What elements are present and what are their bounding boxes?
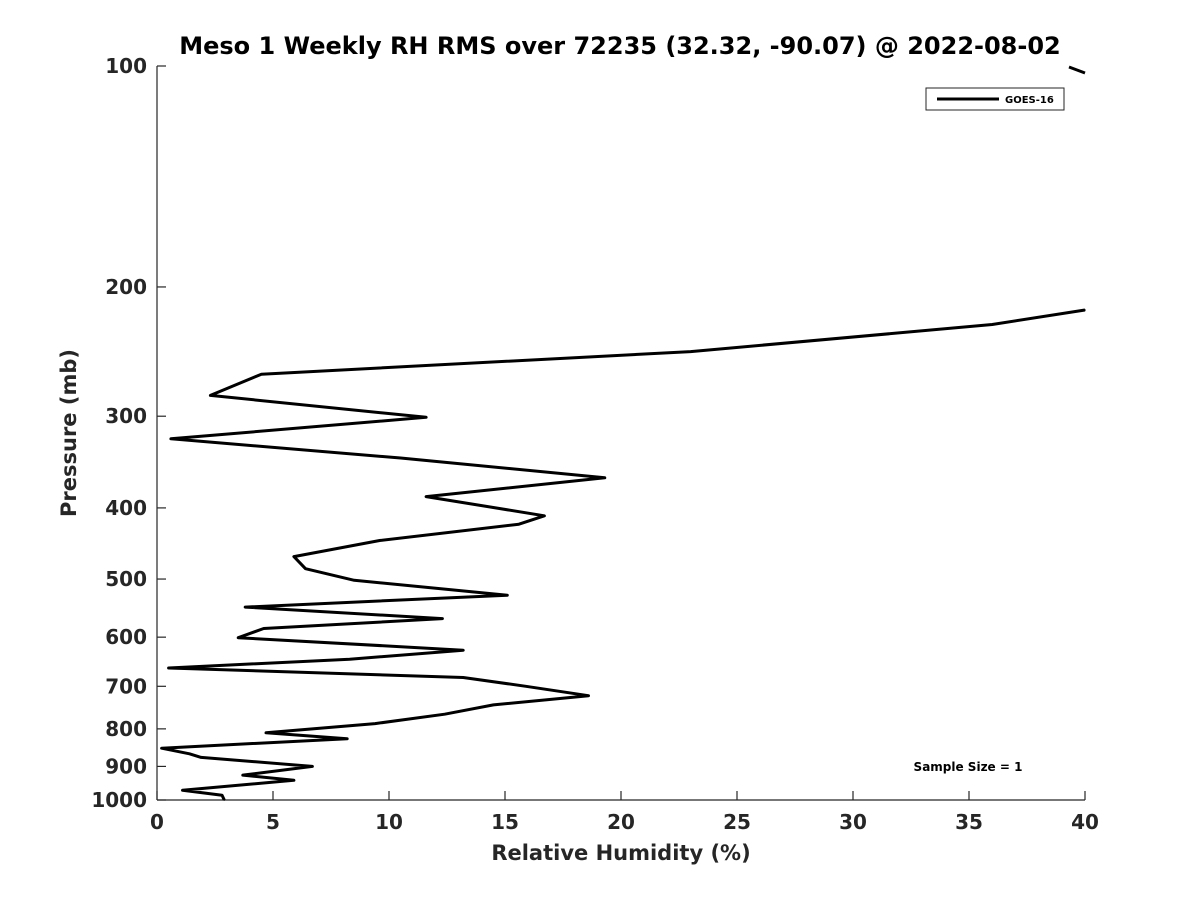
y-tick-label: 100 bbox=[105, 54, 147, 78]
sample-size-annotation: Sample Size = 1 bbox=[914, 760, 1023, 774]
data-point bbox=[293, 779, 295, 782]
data-point bbox=[311, 765, 314, 768]
x-tick-label: 15 bbox=[491, 810, 519, 834]
y-tick-label: 400 bbox=[105, 496, 147, 520]
y-tick-label: 900 bbox=[105, 754, 147, 778]
data-point bbox=[348, 658, 351, 660]
data-point bbox=[991, 323, 993, 326]
data-point bbox=[221, 794, 223, 796]
data-point bbox=[425, 416, 427, 419]
series-line-goes16 bbox=[160, 308, 1086, 801]
data-point bbox=[462, 676, 465, 679]
data-point bbox=[543, 515, 546, 517]
x-tick-label: 35 bbox=[955, 810, 983, 834]
data-point bbox=[518, 523, 520, 525]
data-point bbox=[262, 627, 265, 630]
data-point bbox=[689, 350, 692, 353]
y-tick-label: 600 bbox=[105, 625, 147, 649]
data-point bbox=[181, 789, 184, 792]
y-tick-label: 700 bbox=[105, 674, 147, 698]
x-tick-label: 10 bbox=[375, 810, 403, 834]
data-point bbox=[200, 756, 202, 759]
data-point bbox=[425, 495, 427, 498]
data-point bbox=[293, 555, 295, 558]
data-point bbox=[170, 438, 172, 440]
data-point bbox=[587, 694, 590, 697]
x-axis-label: Relative Humidity (%) bbox=[491, 841, 750, 865]
data-point bbox=[188, 753, 191, 755]
chart-title: Meso 1 Weekly RH RMS over 72235 (32.32, … bbox=[179, 32, 1061, 60]
y-tick-label: 1000 bbox=[91, 788, 147, 812]
data-point bbox=[346, 737, 349, 740]
data-point bbox=[604, 477, 606, 479]
data-point bbox=[209, 394, 212, 397]
data-point bbox=[441, 617, 444, 620]
x-tick-label: 25 bbox=[723, 810, 751, 834]
x-tick-label: 20 bbox=[607, 810, 635, 834]
y-tick-label: 500 bbox=[105, 567, 147, 591]
data-point bbox=[399, 457, 402, 459]
series-group bbox=[160, 65, 1086, 801]
data-point bbox=[525, 685, 527, 688]
data-point bbox=[160, 747, 163, 749]
data-point bbox=[443, 713, 446, 715]
plot-area bbox=[156, 66, 1085, 801]
data-point bbox=[353, 579, 356, 582]
x-tick-label: 5 bbox=[266, 810, 280, 834]
y-tick-label: 300 bbox=[105, 404, 147, 428]
data-point bbox=[1084, 309, 1086, 311]
legend: GOES-16 bbox=[925, 87, 1065, 111]
x-tick-label: 0 bbox=[150, 810, 164, 834]
data-point bbox=[462, 649, 465, 651]
data-point bbox=[304, 567, 307, 570]
data-point bbox=[492, 704, 495, 706]
y-axis-label: Pressure (mb) bbox=[57, 349, 81, 517]
x-tick-label: 40 bbox=[1071, 810, 1099, 834]
y-tick-label: 800 bbox=[105, 717, 147, 741]
data-point bbox=[374, 722, 376, 725]
data-point bbox=[242, 774, 244, 776]
data-point bbox=[260, 373, 263, 376]
data-point bbox=[378, 539, 381, 542]
data-point bbox=[265, 732, 267, 734]
x-ticks: 0 5 10 15 20 25 30 35 40 bbox=[150, 791, 1099, 834]
data-point bbox=[244, 606, 246, 608]
data-point bbox=[167, 667, 170, 669]
data-point bbox=[223, 799, 226, 801]
legend-entry-goes16: GOES-16 bbox=[1005, 95, 1054, 106]
y-tick-label: 200 bbox=[105, 275, 147, 299]
y-ticks: 100 200 300 400 500 600 700 800 900 1000 bbox=[91, 54, 166, 812]
x-tick-label: 30 bbox=[839, 810, 867, 834]
series-offscale-segment bbox=[1068, 65, 1086, 75]
data-point bbox=[237, 636, 239, 639]
data-point bbox=[506, 594, 509, 596]
